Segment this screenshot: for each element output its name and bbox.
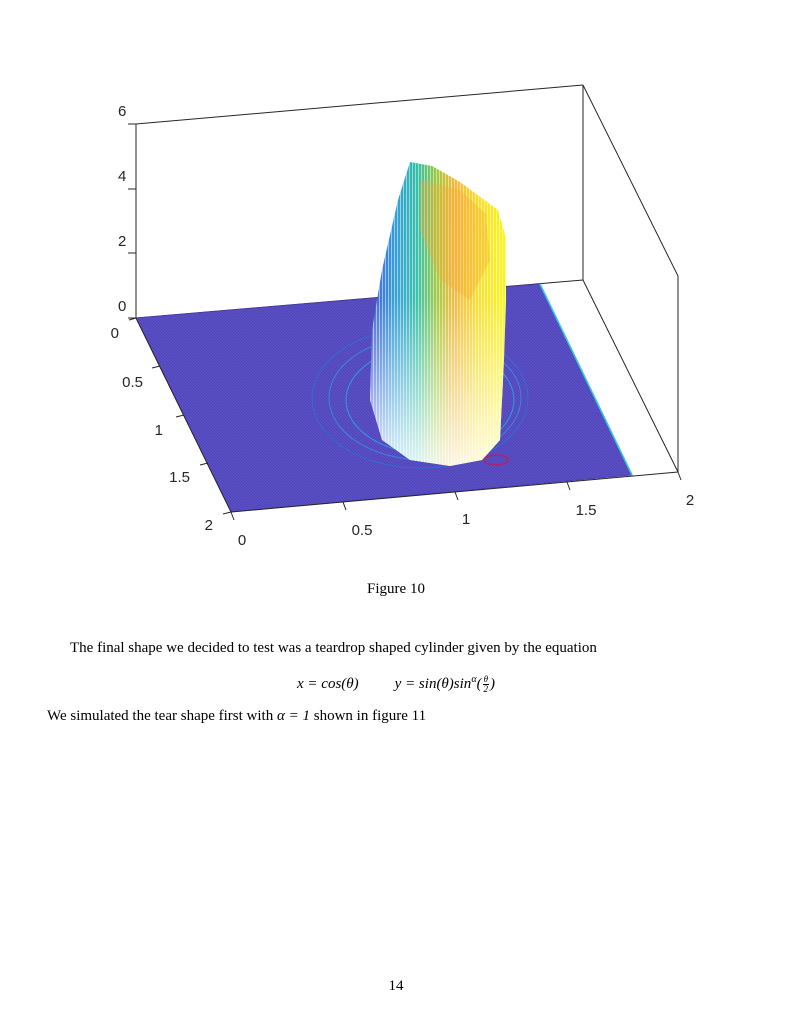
equation-paren-open: ( xyxy=(476,676,482,692)
fraction-numerator: θ xyxy=(482,674,489,686)
tick-marks xyxy=(128,123,682,521)
y-tick-label: 1.5 xyxy=(169,469,190,486)
y-tick-label: 0 xyxy=(111,325,119,342)
equation-right: y = sin(θ)sin xyxy=(394,676,472,692)
z-tick-label: 4 xyxy=(118,168,126,185)
teardrop-cylinder xyxy=(370,162,509,466)
z-tick-labels: 6 4 2 0 xyxy=(118,103,126,315)
z-tick-label: 0 xyxy=(118,298,126,315)
floor-right-edge xyxy=(582,279,679,473)
x-tick-label: 2 xyxy=(686,492,694,509)
surface-plot: 6 4 2 0 0 0.5 1 1.5 2 0 0.5 1 1.5 2 xyxy=(111,84,694,549)
z-tick-label: 2 xyxy=(118,233,126,250)
x-tick-labels: 0 0.5 1 1.5 2 xyxy=(238,492,694,549)
y-tick-labels: 0 0.5 1 1.5 2 xyxy=(111,325,213,534)
equation-exponent: α xyxy=(471,674,477,685)
body-paragraph: The final shape we decided to test was a… xyxy=(70,640,597,656)
x-tick-label: 0 xyxy=(238,532,246,549)
equation: x = cos(θ) y = sin(θ)sinα(θ 2) xyxy=(0,674,792,694)
paragraph2-after: shown in figure 11 xyxy=(309,708,427,724)
paragraph2-math: α = 1 xyxy=(276,708,310,724)
equation-left: x = cos(θ) xyxy=(297,676,359,692)
body-paragraph-2: We simulated the tear shape first with α… xyxy=(47,708,426,725)
y-tick-label: 0.5 xyxy=(122,374,143,391)
y-tick-label: 2 xyxy=(205,517,213,534)
equation-paren-close: ) xyxy=(489,676,495,692)
x-tick-label: 1.5 xyxy=(576,502,597,519)
page-number: 14 xyxy=(388,978,404,994)
figure-caption: Figure 10 xyxy=(367,581,425,597)
paragraph2-before: We simulated the tear shape first with xyxy=(47,708,277,724)
fraction-denominator: 2 xyxy=(483,684,489,695)
x-tick-label: 1 xyxy=(462,511,470,528)
back-top-edge xyxy=(135,84,584,125)
x-tick-label: 0.5 xyxy=(352,522,373,539)
z-tick-label: 6 xyxy=(118,103,126,120)
tip-marker xyxy=(483,454,509,466)
floor-highlight-edge xyxy=(539,283,633,476)
right-top-edge xyxy=(582,84,679,277)
y-tick-label: 1 xyxy=(155,422,163,439)
